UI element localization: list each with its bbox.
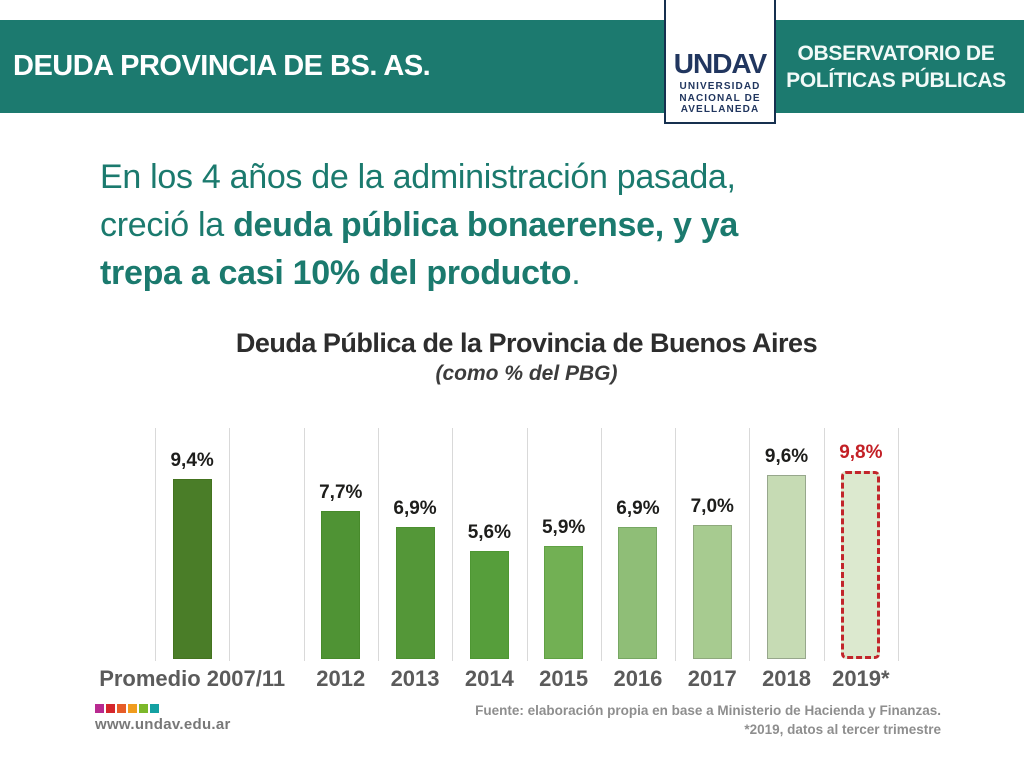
bar-promedio-2007-11	[172, 479, 212, 659]
headline-line3-end: .	[571, 254, 581, 292]
source-line2: *2019, datos al tercer trimestre	[744, 722, 941, 737]
bar-2017	[692, 525, 732, 659]
bar-value-label: 6,9%	[616, 498, 660, 519]
bar-2013	[395, 527, 435, 659]
gridline	[303, 428, 305, 661]
x-axis-label: 2014	[464, 666, 514, 691]
source-note: Fuente: elaboración propia en base a Min…	[421, 701, 941, 739]
source-line1: Fuente: elaboración propia en base a Min…	[475, 703, 941, 718]
bar-value-label: 7,0%	[690, 496, 734, 517]
undav-wordmark-icon: UNDAV	[673, 48, 767, 79]
gridline	[377, 428, 379, 661]
gridline	[823, 428, 825, 661]
bar-value-label: 5,9%	[541, 517, 586, 538]
headline-line1: En los 4 años de la administración pasad…	[100, 158, 736, 196]
x-axis-label: 2019*	[832, 666, 890, 691]
gridline	[749, 428, 751, 661]
gridline	[526, 428, 528, 661]
headline-line2-bold: deuda pública bonaerense, y ya	[233, 206, 739, 244]
bar-value-label: 9,8%	[839, 442, 883, 463]
x-axis-label: Promedio 2007/11	[99, 666, 286, 691]
x-axis-label: 2013	[390, 666, 440, 691]
x-axis-label: 2018	[762, 666, 812, 691]
headline-line3-bold: trepa a casi 10% del producto	[100, 254, 572, 292]
observatory-line1: OBSERVATORIO DE	[797, 41, 995, 65]
headline: En los 4 años de la administración pasad…	[100, 153, 940, 297]
color-dot-icon	[106, 704, 115, 713]
gridline	[229, 428, 231, 661]
observatory-label: OBSERVATORIO DE POLÍTICAS PÚBLICAS	[776, 20, 1016, 113]
bar-2019-	[841, 471, 881, 659]
footer-url: www.undav.edu.ar	[95, 716, 231, 733]
bar-value-label: 7,7%	[319, 482, 363, 503]
gridline	[675, 428, 677, 661]
color-dot-icon	[128, 704, 137, 713]
chart-plot: 9,4% 7,7% 6,9% 5,6% 5,9% 6,9% 7,0% 9,6% 9,8%	[155, 428, 899, 661]
headline-line2-regular: creció la	[100, 206, 234, 244]
page-title: DEUDA PROVINCIA DE BS. AS.	[13, 50, 431, 82]
gridline	[898, 428, 899, 661]
bar-value-label: 5,6%	[467, 522, 511, 543]
undav-logo: UNDAV UNIVERSIDAD NACIONAL DE AVELLANEDA	[664, 0, 776, 124]
bar-value-label: 9,4%	[170, 450, 214, 471]
undav-logo-subtext: UNIVERSIDAD NACIONAL DE AVELLANEDA	[679, 81, 761, 115]
chart-subtitle: (como % del PBG)	[435, 362, 618, 385]
color-dot-icon	[117, 704, 126, 713]
bar-2012	[321, 511, 361, 659]
color-dot-icon	[139, 704, 148, 713]
chart-x-axis: Promedio 2007/11 2012 2013 2014 2015 2016 2017…	[99, 666, 899, 694]
bar-2015	[544, 546, 584, 659]
bar-value-label: 6,9%	[393, 498, 437, 519]
x-axis-label: 2017	[687, 666, 737, 691]
chart-title: Deuda Pública de la Provincia de Buenos …	[235, 328, 818, 358]
x-axis-label: 2012	[316, 666, 366, 691]
bar-2014	[469, 551, 509, 659]
x-axis-label: 2016	[613, 666, 663, 691]
gridline	[155, 428, 156, 661]
bar-value-label: 9,6%	[764, 446, 809, 467]
gridline	[600, 428, 602, 661]
undav-color-dots-icon	[95, 704, 159, 713]
header-bar	[0, 20, 1024, 113]
x-axis-label: 2015	[539, 666, 589, 691]
observatory-line2: POLÍTICAS PÚBLICAS	[786, 68, 1006, 92]
gridline	[452, 428, 454, 661]
color-dot-icon	[95, 704, 104, 713]
bar-2016	[618, 527, 658, 659]
bar-2018	[767, 475, 807, 659]
color-dot-icon	[150, 704, 159, 713]
